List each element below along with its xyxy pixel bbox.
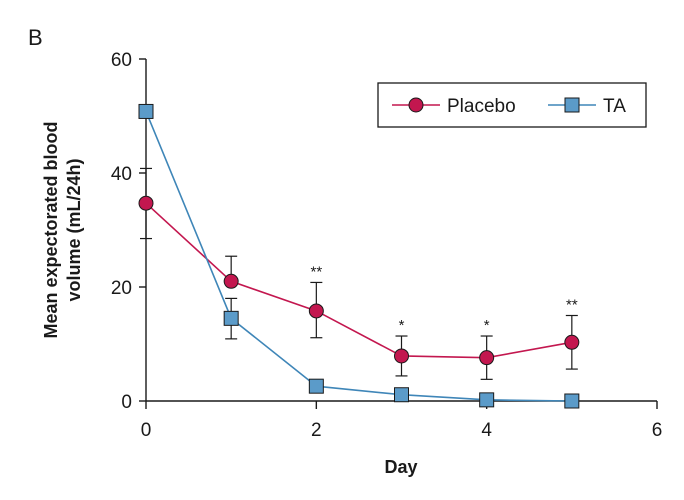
y-tick-label: 60 [111, 50, 132, 71]
error-bars [140, 167, 578, 380]
ta-point [138, 103, 154, 119]
legend: Placebo TA [377, 82, 647, 128]
legend-ta-label: TA [603, 96, 626, 117]
x-tick-label: 6 [652, 420, 663, 441]
y-tick-label: 0 [121, 392, 132, 413]
ta-point [223, 310, 239, 326]
placebo-point [394, 348, 409, 364]
significance-annotations: *** *** [310, 263, 577, 334]
x-axis-ticks: 0 2 4 6 [141, 401, 663, 441]
placebo-point [479, 350, 495, 366]
x-tick-label: 4 [481, 420, 492, 441]
ta-point [394, 387, 409, 403]
y-axis-label: Mean expectorated blood volume (mL/24h) [41, 121, 84, 338]
ta-series-line [145, 111, 572, 402]
y-axis-ticks: 0 20 40 60 [111, 50, 146, 413]
placebo-point [223, 273, 239, 289]
x-tick-label: 0 [141, 420, 152, 441]
ta-point [564, 393, 580, 409]
significance-marker: ** [566, 297, 578, 314]
placebo-series-line [145, 202, 572, 359]
y-tick-label: 40 [111, 164, 132, 185]
x-tick-label: 2 [311, 420, 322, 441]
y-axis-label-line-1: Mean expectorated blood [41, 121, 61, 338]
legend-placebo-label: Placebo [447, 96, 516, 117]
legend-ta-marker [564, 97, 580, 113]
placebo-point [564, 334, 580, 350]
series-markers [138, 103, 580, 409]
series-lines [145, 111, 572, 402]
significance-marker: * [399, 317, 405, 334]
placebo-point [308, 303, 324, 319]
ta-point [479, 392, 495, 408]
x-axis-label: Day [384, 457, 417, 477]
y-tick-label: 20 [111, 278, 132, 299]
ta-point [308, 378, 324, 394]
legend-placebo-marker [408, 97, 424, 113]
y-axis-label-line-2: volume (mL/24h) [64, 158, 84, 301]
panel-label: B [28, 25, 43, 50]
placebo-point [138, 195, 154, 211]
significance-marker: * [484, 317, 490, 334]
significance-marker: ** [310, 263, 322, 280]
